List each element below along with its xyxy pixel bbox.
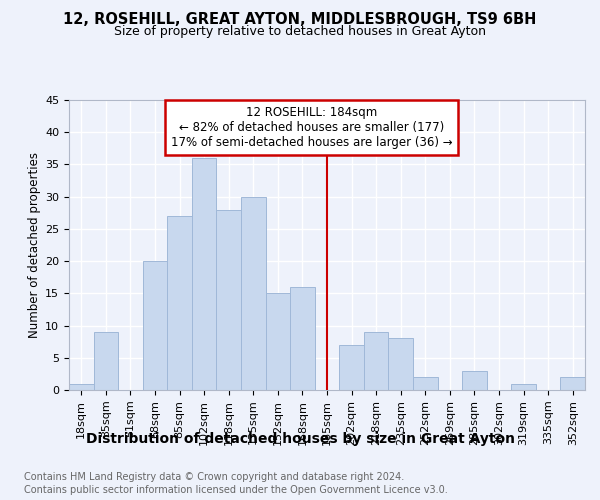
Bar [167,216,192,390]
Text: Size of property relative to detached houses in Great Ayton: Size of property relative to detached ho… [114,25,486,38]
Bar [217,210,241,390]
Bar [266,294,290,390]
Text: Distribution of detached houses by size in Great Ayton: Distribution of detached houses by size … [86,432,515,446]
Y-axis label: Number of detached properties: Number of detached properties [28,152,41,338]
Bar [69,384,94,390]
Text: Contains HM Land Registry data © Crown copyright and database right 2024.: Contains HM Land Registry data © Crown c… [24,472,404,482]
Text: 12, ROSEHILL, GREAT AYTON, MIDDLESBROUGH, TS9 6BH: 12, ROSEHILL, GREAT AYTON, MIDDLESBROUGH… [64,12,536,28]
Bar [192,158,217,390]
Bar [560,377,585,390]
Text: 12 ROSEHILL: 184sqm
← 82% of detached houses are smaller (177)
17% of semi-detac: 12 ROSEHILL: 184sqm ← 82% of detached ho… [171,106,452,149]
Bar [241,196,266,390]
Bar [364,332,388,390]
Text: Contains public sector information licensed under the Open Government Licence v3: Contains public sector information licen… [24,485,448,495]
Bar [511,384,536,390]
Bar [339,345,364,390]
Bar [413,377,437,390]
Bar [290,287,315,390]
Bar [94,332,118,390]
Bar [462,370,487,390]
Bar [143,261,167,390]
Bar [388,338,413,390]
